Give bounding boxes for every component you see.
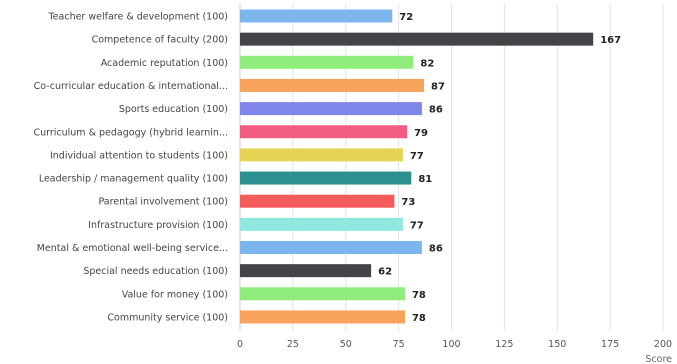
x-tick-label: 175	[601, 339, 619, 350]
value-label: 81	[418, 174, 432, 185]
bars	[240, 9, 594, 324]
category-label: Teacher welfare & development (100)	[47, 12, 228, 23]
bar	[240, 102, 422, 116]
x-tick-label: 200	[654, 339, 672, 350]
bar	[240, 9, 393, 23]
category-label: Individual attention to students (100)	[50, 150, 228, 161]
x-tick-label: 50	[340, 339, 352, 350]
x-tick-label: 75	[393, 339, 405, 350]
bar	[240, 310, 405, 324]
grid-lines	[239, 4, 664, 331]
bar	[240, 287, 405, 301]
category-label: Community service (100)	[107, 312, 228, 323]
category-label: Value for money (100)	[122, 289, 228, 300]
bar	[240, 125, 408, 139]
bar	[240, 241, 422, 254]
bar	[240, 171, 412, 185]
value-label: 78	[412, 313, 426, 324]
x-tick-label: 125	[495, 339, 513, 350]
bar	[240, 217, 403, 231]
bar	[240, 78, 425, 92]
bar	[240, 148, 403, 162]
x-tick-label: 25	[287, 339, 299, 350]
value-label: 78	[412, 290, 426, 301]
category-label: Leadership / management quality (100)	[39, 174, 228, 185]
bar	[240, 194, 395, 208]
x-axis-title: Score	[645, 354, 672, 364]
category-label: Academic reputation (100)	[101, 58, 228, 69]
value-label: 86	[429, 105, 443, 116]
category-label: Competence of faculty (200)	[92, 35, 228, 46]
value-label: 79	[414, 128, 428, 139]
value-label: 73	[401, 197, 415, 208]
category-label: Sports education (100)	[119, 104, 228, 115]
value-labels: 72 167 82 87 86 79 77 81 73 77 86 62 78 78	[378, 12, 621, 324]
value-label: 62	[378, 267, 392, 278]
x-tick-label: 0	[237, 339, 243, 350]
value-label: 167	[600, 35, 621, 46]
value-label: 72	[399, 12, 413, 23]
bar	[240, 55, 414, 69]
bar	[240, 32, 594, 46]
x-tick-label: 100	[442, 339, 460, 350]
category-labels: Teacher welfare & development (100) Compe…	[33, 12, 228, 324]
category-label: Mental & emotional well-being service...	[37, 243, 228, 254]
category-label: Co-curricular education & international.…	[34, 81, 228, 92]
x-axis-ticks: 0 25 50 75 100 125 150 175 200	[237, 339, 672, 350]
category-label: Infrastructure provision (100)	[88, 220, 228, 231]
value-label: 86	[429, 244, 443, 255]
value-label: 77	[410, 220, 424, 231]
x-tick-label: 150	[548, 339, 566, 350]
value-label: 82	[420, 58, 434, 69]
bar	[240, 264, 372, 278]
category-label: Curriculum & pedagogy (hybrid learnin...	[33, 127, 228, 138]
value-label: 87	[431, 81, 445, 92]
value-label: 77	[410, 151, 424, 162]
category-label: Parental involvement (100)	[98, 197, 228, 208]
category-label: Special needs education (100)	[83, 266, 228, 277]
